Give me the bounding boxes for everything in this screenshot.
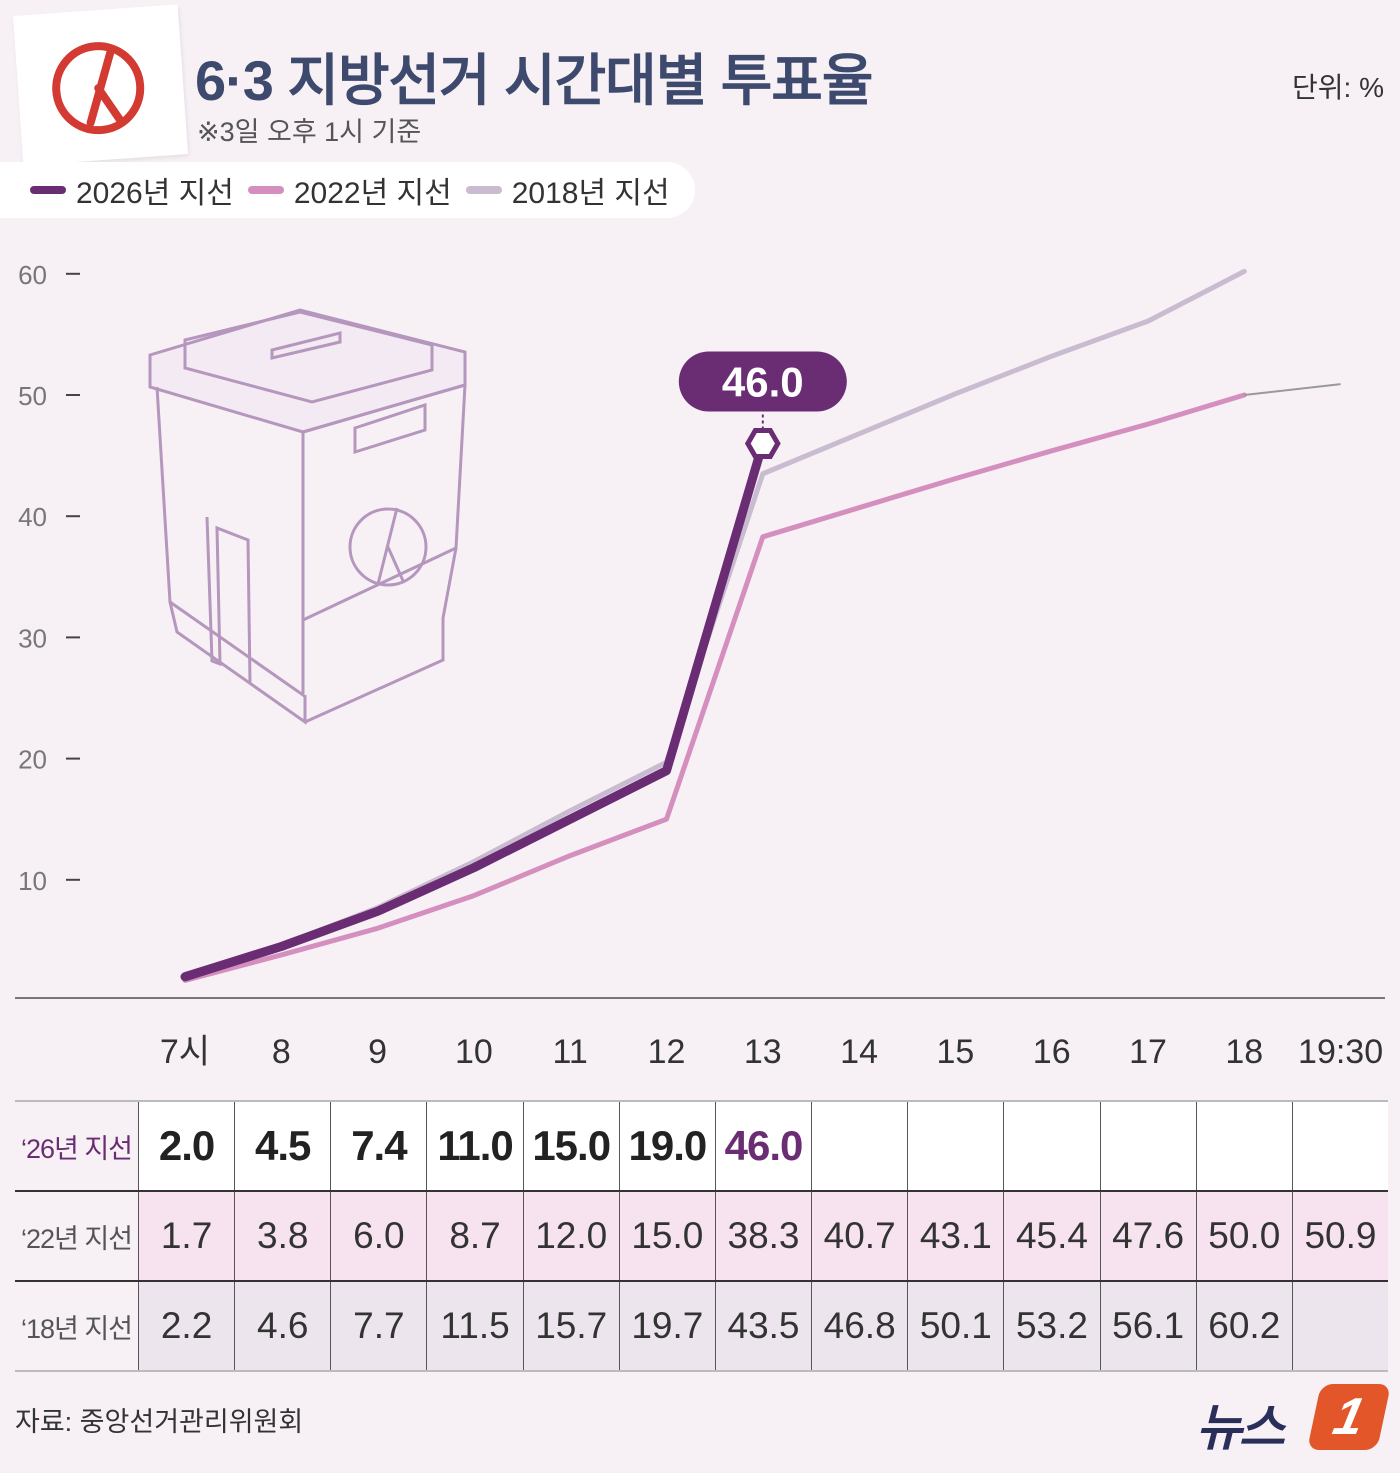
page-subtitle: ※3일 오후 1시 기준 — [197, 117, 422, 147]
table-cell: 60.2 — [1195, 1282, 1292, 1370]
unit-label: 단위: % — [1292, 72, 1384, 103]
series-tail-line — [1244, 383, 1341, 396]
callout-marker — [744, 428, 781, 459]
x-tick-label: 10 — [455, 1033, 493, 1071]
x-tick-label: 11 — [553, 1033, 588, 1071]
table-cell: 3.8 — [234, 1192, 331, 1280]
table-row-label: ‘18년 지선 — [20, 1313, 133, 1344]
table-row: ‘22년 지선 1.7 3.8 6.0 8.7 12.0 15.0 38.3 40.7 43.1 4… — [15, 1190, 1389, 1280]
table-cell: 7.7 — [330, 1282, 427, 1370]
legend-item-2018: 2018년 지선 — [465, 168, 670, 212]
table-cell: 11.5 — [426, 1282, 523, 1370]
table-cell: 4.6 — [234, 1282, 331, 1370]
table-cell: 50.0 — [1195, 1192, 1292, 1280]
x-tick-label: 12 — [648, 1033, 686, 1071]
table-cell: 50.1 — [907, 1282, 1004, 1370]
table-cell — [1099, 1102, 1196, 1190]
x-tick-label: 13 — [744, 1033, 782, 1071]
table-cell: 38.3 — [714, 1192, 812, 1280]
news1-logo: 뉴스 1 — [1196, 1384, 1392, 1456]
table-cell: 4.5 — [234, 1102, 331, 1190]
table-cell: 15.0 — [618, 1192, 715, 1280]
callout-value: 46.0 — [722, 358, 804, 405]
table-cell: 2.0 — [138, 1102, 235, 1190]
table-cell: 11.0 — [426, 1102, 523, 1190]
table-cell: 2.2 — [138, 1282, 235, 1370]
legend-swatch — [247, 186, 284, 194]
turnout-table: ‘26년 지선 2.0 4.5 7.4 11.0 15.0 19.0 46.0 ‘22년 지선 1… — [15, 1100, 1389, 1372]
table-cell: 12.0 — [522, 1192, 619, 1280]
x-tick-label: 8 — [272, 1033, 291, 1071]
table-cell: 43.5 — [714, 1282, 812, 1370]
table-cell: 56.1 — [1099, 1282, 1196, 1370]
table-row-label: ‘26년 지선 — [20, 1133, 133, 1164]
x-tick-label: 7시 — [160, 1033, 210, 1071]
table-cell — [1003, 1102, 1100, 1190]
legend-label: 2026년 지선 — [76, 177, 234, 210]
legend-item-2022: 2022년 지선 — [247, 168, 452, 212]
table-cell — [907, 1102, 1004, 1190]
table-cell: 1.7 — [138, 1192, 235, 1280]
table-cell: 6.0 — [330, 1192, 427, 1280]
y-tick-label: 30 — [18, 623, 47, 653]
table-cell — [811, 1102, 908, 1190]
x-tick-label: 19:30 — [1298, 1033, 1383, 1071]
x-tick-label: 9 — [368, 1033, 387, 1071]
legend-swatch — [465, 186, 502, 194]
table-cell: 15.7 — [522, 1282, 619, 1370]
x-tick-label: 17 — [1129, 1033, 1167, 1071]
y-tick-label: 40 — [18, 502, 47, 532]
table-cell: 19.0 — [618, 1102, 715, 1190]
table-cell: 47.6 — [1099, 1192, 1196, 1280]
table-cell — [1291, 1102, 1389, 1190]
table-cell: 8.7 — [426, 1192, 523, 1280]
y-tick-label: 50 — [18, 381, 47, 411]
source-credit: 자료: 중앙선거관리위원회 — [15, 1407, 304, 1437]
table-cell: 7.4 — [330, 1102, 427, 1190]
table-cell: 43.1 — [907, 1192, 1004, 1280]
x-tick-label: 14 — [840, 1033, 878, 1071]
legend-label: 2018년 지선 — [511, 177, 670, 210]
x-tick-label: 15 — [936, 1033, 974, 1071]
table-cell: 50.9 — [1291, 1192, 1389, 1280]
legend-label: 2022년 지선 — [293, 177, 452, 210]
x-tick-label: 18 — [1225, 1033, 1263, 1071]
turnout-line-chart: 10 20 30 40 50 60 7시 8 9 10 11 12 13 14 15 16 17 18 19:30 4… — [15, 260, 1385, 1071]
callout-bubble — [678, 351, 847, 412]
table-row: ‘18년 지선 2.2 4.6 7.7 11.5 15.7 19.7 43.5 46.8 50.1… — [15, 1280, 1389, 1370]
table-cell: 45.4 — [1003, 1192, 1100, 1280]
table-row-label: ‘22년 지선 — [20, 1223, 133, 1254]
page-title: 6·3 지방선거 시간대별 투표율 — [195, 49, 873, 112]
table-row: ‘26년 지선 2.0 4.5 7.4 11.0 15.0 19.0 46.0 — [15, 1102, 1389, 1190]
legend-swatch — [30, 186, 66, 194]
table-cell: 15.0 — [522, 1102, 619, 1190]
brand-name: 뉴스 — [1196, 1400, 1285, 1456]
chart-legend: 2026년 지선 2022년 지선 2018년 지선 — [0, 162, 695, 218]
y-tick-label: 20 — [18, 745, 47, 775]
y-tick-label: 10 — [18, 866, 47, 896]
ballot-box-illustration — [148, 308, 467, 725]
table-cell — [1195, 1102, 1292, 1190]
election-logo-card — [12, 4, 189, 166]
table-cell: 53.2 — [1003, 1282, 1100, 1370]
series-line-1 — [182, 392, 1247, 983]
table-cell: 46.8 — [811, 1282, 908, 1370]
y-tick-label: 60 — [18, 260, 47, 290]
brand-badge: 1 — [1306, 1384, 1392, 1450]
table-cell: 46.0 — [714, 1102, 812, 1190]
table-cell: 40.7 — [811, 1192, 908, 1280]
table-cell: 19.7 — [618, 1282, 715, 1370]
x-tick-label: 16 — [1033, 1033, 1071, 1071]
vote-stamp-icon — [52, 42, 145, 135]
legend-item-2026: 2026년 지선 — [30, 168, 234, 212]
table-cell — [1291, 1282, 1389, 1370]
